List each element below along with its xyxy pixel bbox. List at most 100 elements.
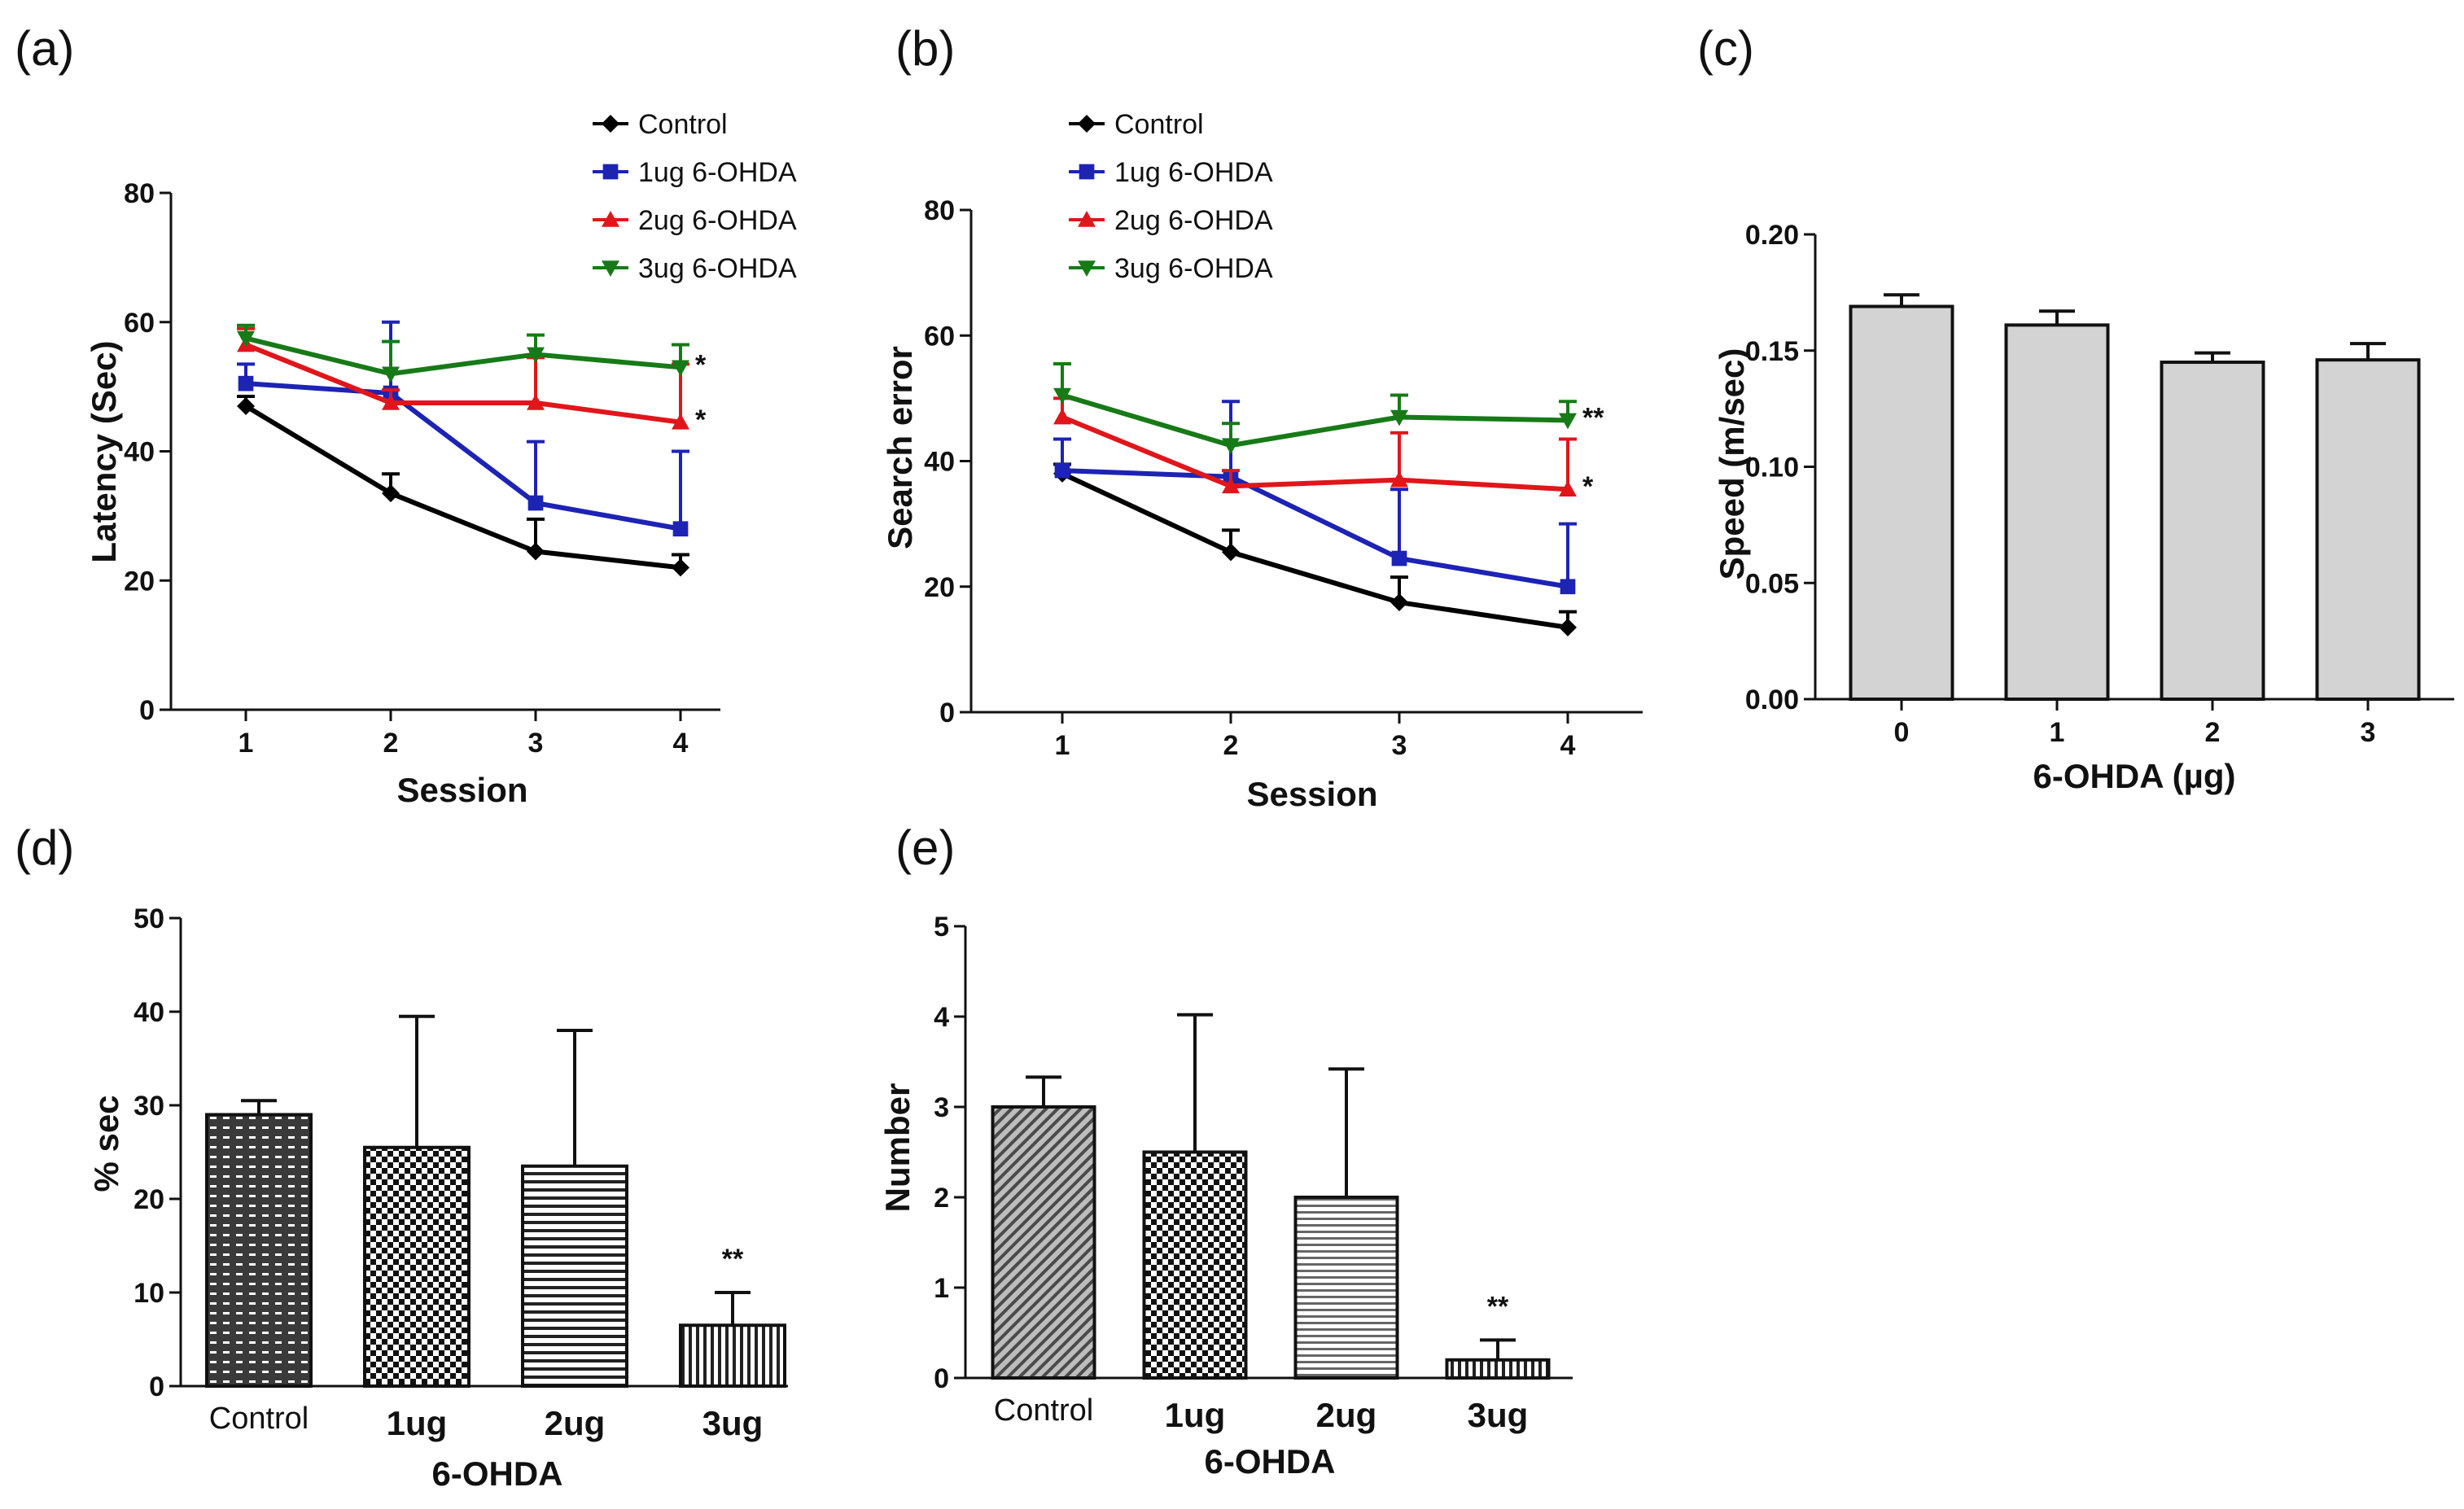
significance-mark: * — [695, 349, 707, 380]
data-point — [1222, 477, 1240, 494]
data-point — [1559, 480, 1577, 497]
x-tick-label: 3 — [2361, 717, 2376, 748]
bar — [2004, 323, 2110, 701]
series-3: ** 3ug 6-OHDA — [1053, 253, 1604, 455]
series-line — [245, 335, 681, 377]
y-tick-label: 0.15 — [1745, 336, 1799, 367]
series-3: * 3ug 6-OHDA — [237, 253, 797, 383]
data-point — [238, 375, 254, 391]
significance-mark: ** — [722, 1244, 744, 1275]
series-0: Control — [1053, 109, 1577, 636]
series-line — [1061, 414, 1569, 492]
y-tick-label: 40 — [124, 437, 155, 468]
x-axis-title: 6-OHDA — [1204, 1442, 1335, 1481]
significance-mark: * — [695, 405, 707, 435]
y-tick-label: 80 — [124, 178, 155, 209]
data-point — [237, 396, 255, 415]
bar — [363, 1145, 470, 1388]
y-tick-label: 4 — [934, 1002, 949, 1033]
y-tick-label: 0 — [939, 698, 955, 728]
x-tick-label: 4 — [673, 728, 689, 759]
series-0: Control — [237, 109, 728, 577]
series-line — [1061, 468, 1569, 589]
y-tick-label: 20 — [133, 1184, 164, 1215]
y-axis-title: Speed (m/sec) — [1713, 348, 1751, 580]
y-axis-title: Latency (Sec) — [85, 340, 123, 562]
bar — [2315, 358, 2421, 701]
series-line — [1061, 392, 1569, 448]
y-tick-label: 10 — [133, 1278, 164, 1309]
y-tick-label: 0.00 — [1745, 685, 1799, 715]
legend-marker — [602, 164, 619, 180]
x-tick-label: 1 — [1055, 730, 1070, 761]
bar — [1849, 304, 1954, 701]
legend-label: 1ug 6-OHDA — [638, 157, 797, 188]
y-tick-label: 0 — [934, 1363, 949, 1394]
legend-label: Control — [1114, 109, 1204, 140]
data-point — [382, 393, 400, 410]
y-tick-label: 0 — [149, 1371, 164, 1402]
data-point — [1222, 543, 1240, 562]
x-tick-label: 2ug — [545, 1404, 606, 1442]
legend-marker — [1078, 211, 1096, 227]
series-2: * 2ug 6-OHDA — [1053, 205, 1594, 502]
series-line — [1061, 471, 1569, 630]
panel-label: (c) — [1697, 21, 1754, 76]
y-tick-label: 50 — [133, 903, 164, 934]
series-line — [244, 404, 681, 571]
y-tick-label: 1 — [934, 1273, 949, 1304]
y-tick-label: 40 — [133, 997, 164, 1028]
legend-marker — [602, 211, 619, 227]
x-tick-label: 3ug — [1468, 1396, 1529, 1434]
data-point — [1560, 579, 1576, 595]
x-axis-title: 6-OHDA (µg) — [2033, 757, 2236, 795]
bar — [1445, 1358, 1551, 1380]
data-point — [527, 393, 545, 410]
x-tick-label: Control — [994, 1393, 1094, 1428]
y-tick-label: 0 — [139, 695, 155, 726]
x-tick-label: 3 — [528, 728, 544, 759]
x-tick-label: 0 — [1894, 717, 1910, 748]
x-tick-label: 2 — [1223, 730, 1239, 761]
y-tick-label: 20 — [124, 566, 155, 597]
data-point — [1222, 438, 1240, 455]
bar — [679, 1323, 786, 1388]
series-line — [244, 342, 681, 425]
panel-label: (a) — [15, 21, 74, 76]
y-tick-label: 5 — [934, 912, 949, 943]
y-tick-label: 30 — [133, 1091, 164, 1122]
data-point — [237, 330, 255, 348]
y-axis-title: Number — [878, 1083, 917, 1213]
legend-marker — [1078, 260, 1096, 277]
data-point — [672, 558, 689, 577]
x-tick-label: 1ug — [387, 1404, 448, 1442]
legend-marker — [602, 260, 619, 277]
data-point — [382, 366, 400, 383]
x-tick-label: 2 — [2205, 717, 2221, 748]
y-tick-label: 40 — [924, 447, 955, 478]
x-tick-label: 4 — [1560, 730, 1576, 761]
panel-0: (a) 0 20 40 60 80 Latency (Sec) Session 1 2 3 4 Cont… — [15, 21, 797, 809]
panel-1: (b) 0 20 40 60 80 Search error Session 1 2 3 4 Contr… — [881, 21, 1643, 813]
series-1: 1ug 6-OHDA — [1053, 157, 1577, 595]
y-axis-title: % sec — [87, 1095, 125, 1192]
legend-label: 3ug 6-OHDA — [638, 253, 797, 284]
x-tick-label: 1ug — [1165, 1396, 1226, 1434]
bar — [2160, 361, 2265, 701]
data-point — [672, 413, 689, 430]
data-point — [1053, 387, 1071, 405]
legend-label: 3ug 6-OHDA — [1114, 253, 1273, 284]
x-tick-label: 3 — [1392, 730, 1407, 761]
panel-3: (d) 0 10 20 30 40 50 % sec 6-OHDA Control 1ug 2ug 3u… — [15, 820, 788, 1493]
x-tick-label: 1 — [239, 728, 254, 759]
series-1: 1ug 6-OHDA — [237, 157, 797, 537]
y-tick-label: 20 — [924, 572, 955, 603]
panel-label: (e) — [895, 820, 955, 875]
x-axis-title: 6-OHDA — [431, 1454, 562, 1493]
significance-mark: * — [1582, 471, 1594, 502]
data-point — [1391, 550, 1407, 566]
panel-4: (e) 0 1 2 3 4 5 Number 6-OHDA Control 1ug 2ug 3ug ** — [878, 820, 1573, 1481]
y-tick-label: 60 — [924, 321, 955, 352]
data-point — [527, 347, 545, 364]
